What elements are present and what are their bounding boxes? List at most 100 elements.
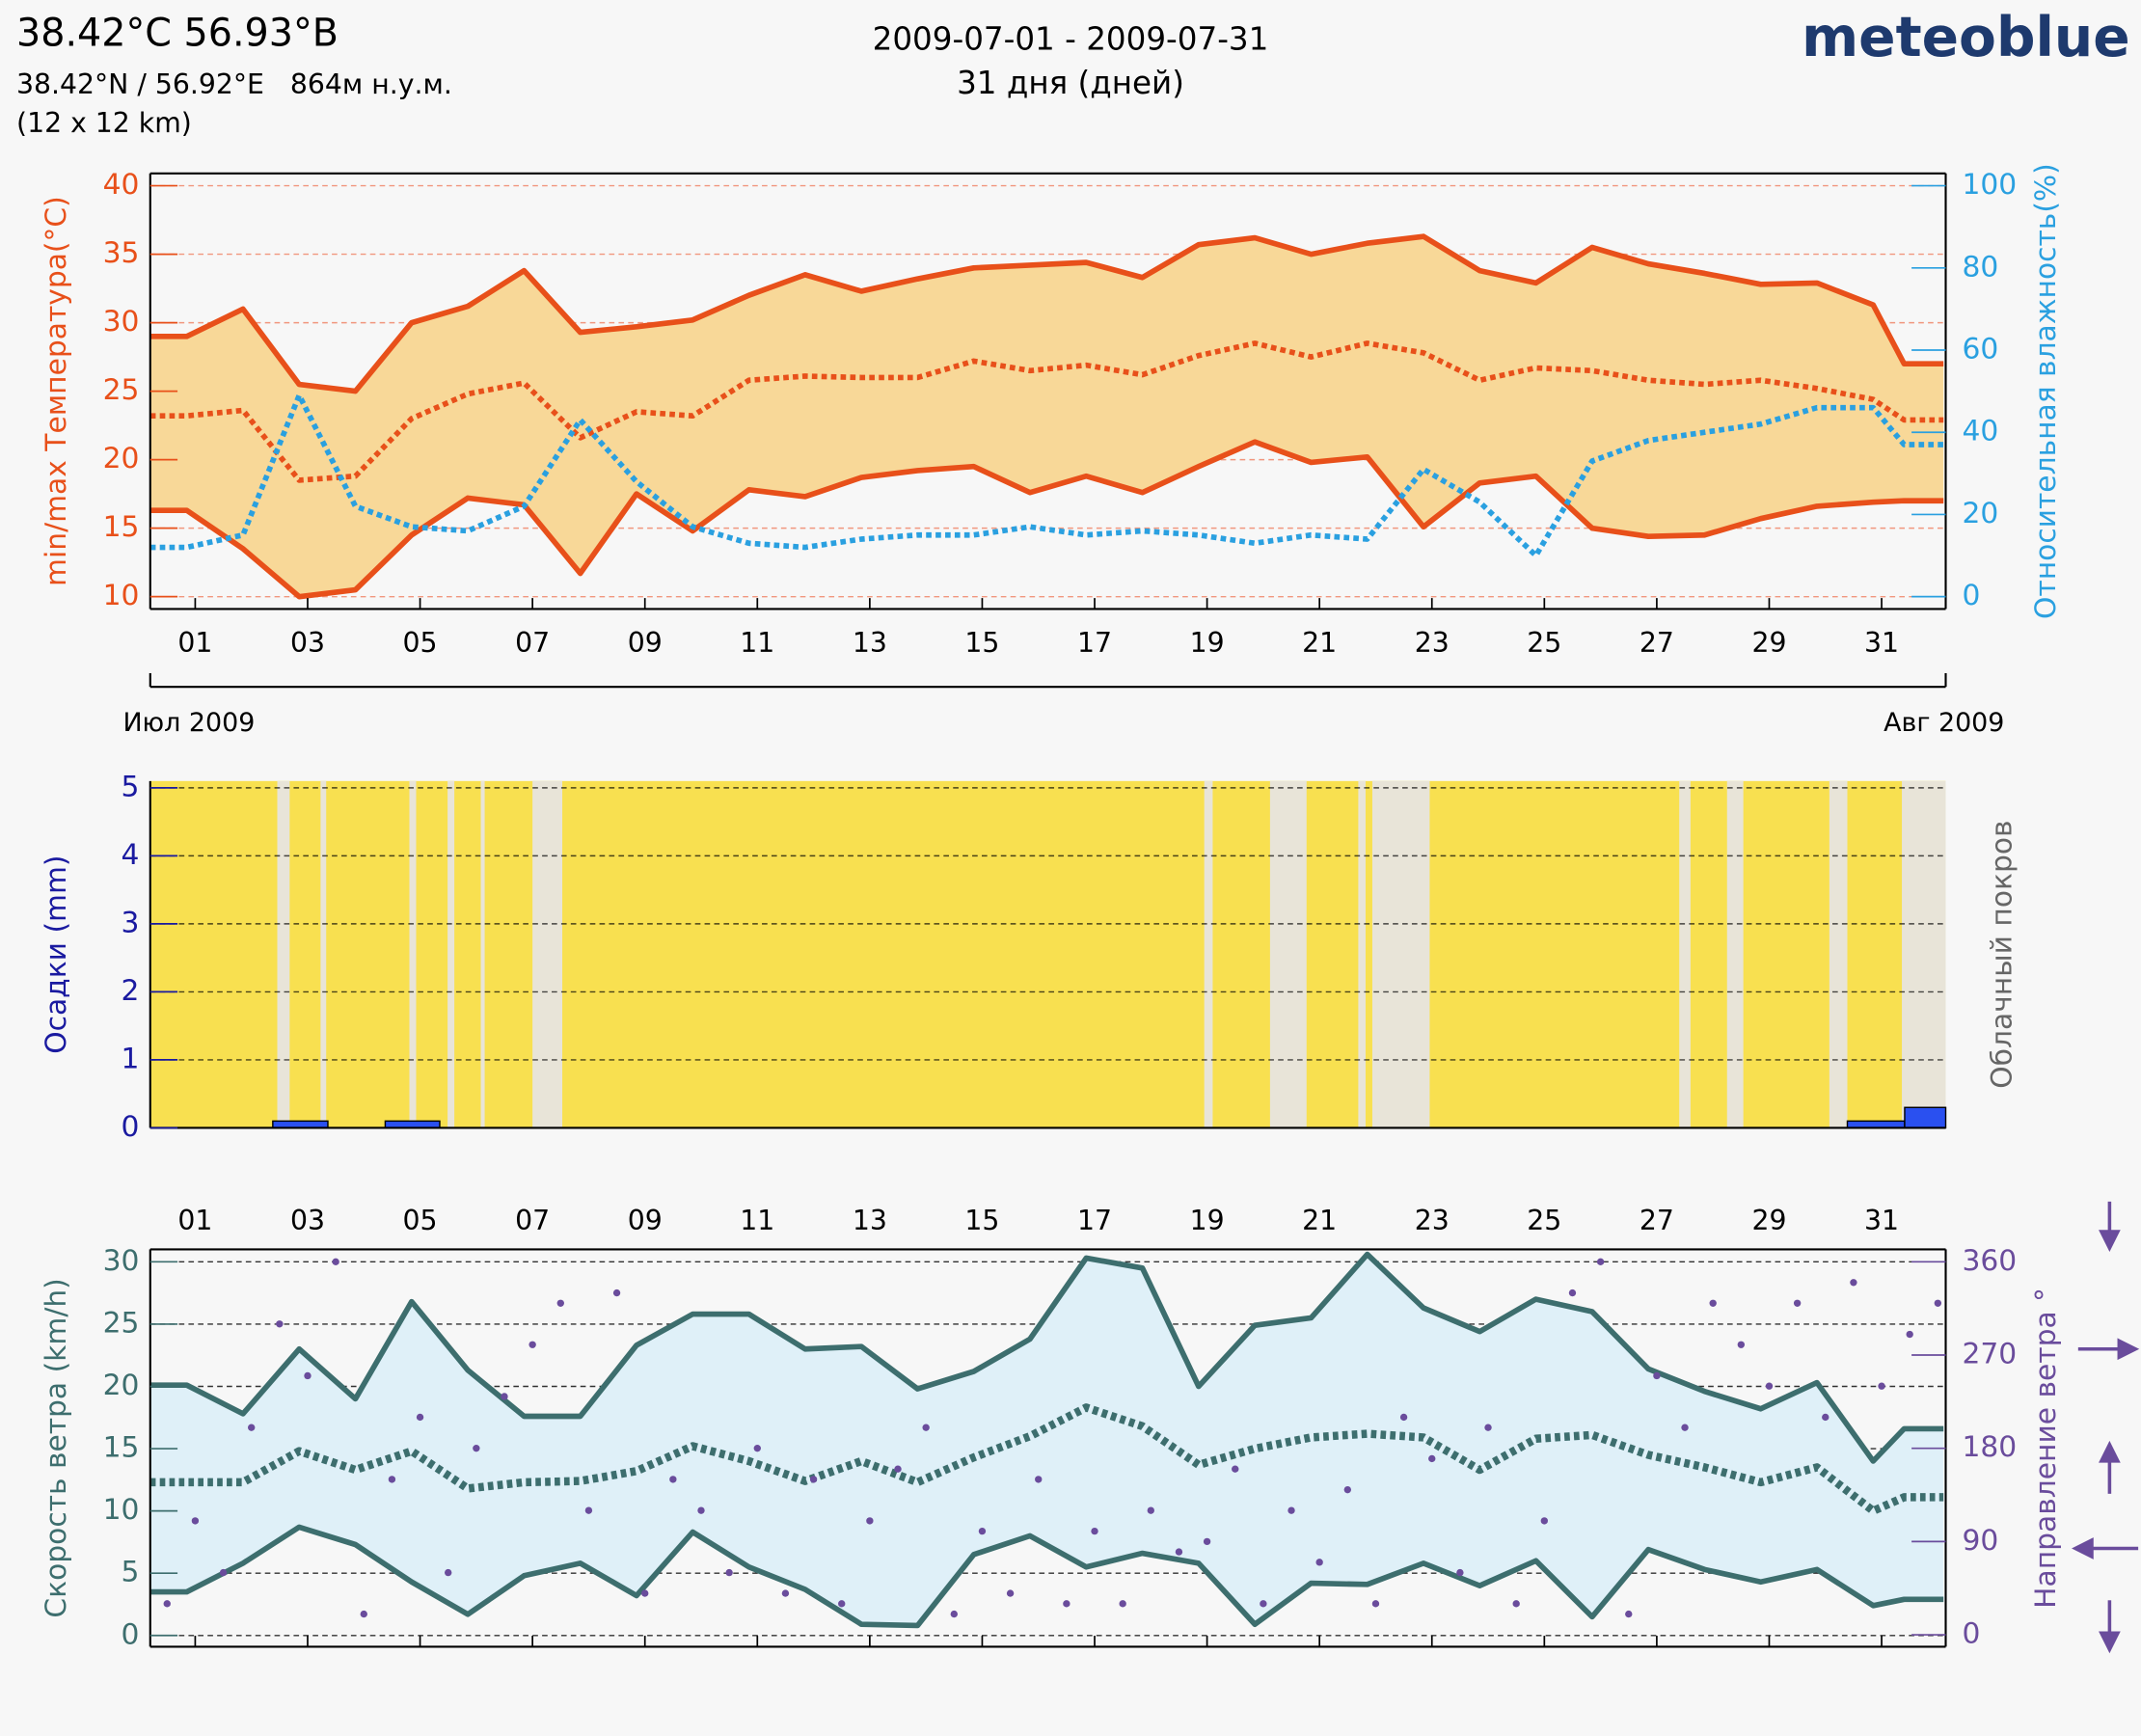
y2-tick-label: 270: [1962, 1337, 2017, 1370]
direction-point: [1006, 1589, 1015, 1597]
cloud-stripe: [1726, 780, 1744, 1128]
x-tick-label: 13: [853, 1205, 887, 1236]
x-tick-label: 11: [740, 1205, 774, 1236]
resolution: (12 x 12 km): [16, 107, 192, 139]
y-tick-label: 5: [122, 1556, 140, 1589]
direction-point: [612, 1288, 621, 1297]
x-tick-label: 25: [1527, 627, 1561, 659]
direction-point: [1540, 1517, 1549, 1525]
range-area: [149, 1254, 1944, 1626]
x-tick-label: 07: [515, 1205, 550, 1236]
y2-tick-label: 0: [1962, 1617, 1980, 1651]
direction-point: [669, 1476, 677, 1483]
direction-point: [1625, 1610, 1633, 1618]
x-tick-label: 13: [853, 627, 887, 659]
direction-point: [894, 1465, 902, 1473]
x-tick-label: 05: [403, 627, 438, 659]
direction-point: [1878, 1382, 1885, 1390]
direction-point: [641, 1589, 649, 1597]
direction-point: [304, 1371, 312, 1380]
x-tick-label: 23: [1415, 1205, 1450, 1236]
direction-point: [809, 1476, 818, 1483]
direction-point: [1147, 1506, 1154, 1514]
series-line: [149, 393, 1944, 558]
cloud-stripe: [1902, 780, 1946, 1128]
direction-point: [1315, 1559, 1323, 1566]
y-tick-label: 35: [103, 236, 140, 270]
direction-point: [332, 1258, 339, 1265]
direction-point: [191, 1517, 200, 1525]
direction-point: [556, 1299, 564, 1307]
y-axis-label: Осадки (mm): [40, 854, 73, 1053]
direction-point: [1456, 1568, 1464, 1577]
x-tick-label: 23: [1415, 627, 1450, 659]
y2-tick-label: 100: [1962, 168, 2017, 202]
direction-point: [1203, 1537, 1211, 1546]
days: 31 дня (дней): [957, 65, 1184, 101]
direction-point: [1035, 1476, 1043, 1483]
y-tick-label: 20: [103, 1369, 140, 1402]
x-tick-label: 31: [1864, 1205, 1899, 1236]
y-axis-label: Скорость ветра (km/h): [40, 1278, 73, 1617]
y-tick-label: 30: [103, 305, 140, 339]
x-tick-label: 19: [1190, 1205, 1225, 1236]
y2-axis-label: Направление ветра °: [2029, 1288, 2063, 1609]
direction-point: [1371, 1600, 1380, 1608]
month-label: Авг 2009: [1884, 708, 2004, 738]
series-line: [149, 439, 1944, 600]
direction-point: [388, 1476, 396, 1483]
series-line: [149, 1403, 1944, 1515]
x-tick-label: 15: [964, 627, 999, 659]
y-tick-label: 25: [103, 373, 140, 407]
direction-point: [163, 1600, 171, 1608]
direction-point: [1737, 1341, 1746, 1348]
direction-point: [697, 1506, 705, 1514]
y2-tick-label: 80: [1962, 250, 1998, 284]
y2-axis-label: Облачный покров: [1985, 820, 2019, 1088]
y-tick-label: 2: [122, 974, 140, 1008]
y-tick-label: 40: [103, 168, 140, 202]
x-tick-label: 09: [628, 1205, 663, 1236]
cloud-stripe: [277, 780, 290, 1128]
cloud-stripe: [1204, 780, 1213, 1128]
month-label: Июл 2009: [122, 708, 255, 738]
y-tick-label: 15: [103, 1431, 140, 1465]
direction-point: [950, 1610, 958, 1618]
x-tick-label: 01: [177, 1205, 212, 1236]
y2-axis-label: Относительная влажность(%): [2029, 163, 2063, 619]
series-line: [149, 233, 1944, 394]
direction-point: [1428, 1454, 1436, 1463]
series-line: [149, 1251, 1944, 1464]
direction-point: [219, 1568, 228, 1577]
x-tick-label: 21: [1302, 627, 1337, 659]
y-tick-label: 3: [122, 906, 140, 939]
cloud-stripe: [409, 780, 417, 1128]
direction-point: [1850, 1279, 1857, 1287]
x-tick-label: 11: [740, 627, 774, 659]
y2-tick-label: 60: [1962, 333, 1998, 366]
direction-point: [1681, 1424, 1689, 1431]
direction-point: [1906, 1330, 1913, 1339]
y-tick-label: 10: [103, 1493, 140, 1527]
y2-tick-label: 360: [1962, 1244, 2017, 1278]
direction-point: [276, 1320, 284, 1328]
cloud-stripe: [1269, 780, 1307, 1128]
x-tick-label: 03: [290, 627, 325, 659]
direction-point: [1343, 1485, 1351, 1494]
direction-point: [781, 1589, 790, 1597]
y-tick-label: 5: [122, 770, 140, 803]
y-tick-label: 15: [103, 510, 140, 544]
direction-point: [473, 1445, 480, 1452]
direction-point: [1709, 1299, 1717, 1307]
y2-tick-label: 180: [1962, 1430, 2017, 1464]
direction-point: [360, 1610, 367, 1618]
direction-point: [725, 1568, 733, 1577]
direction-point: [1934, 1299, 1942, 1307]
direction-point: [528, 1341, 536, 1348]
direction-point: [584, 1506, 593, 1514]
x-tick-label: 17: [1077, 1205, 1112, 1236]
direction-point: [1484, 1424, 1492, 1431]
cloud-stripe: [532, 780, 563, 1128]
cloud-stripe: [320, 780, 327, 1128]
direction-point: [1512, 1600, 1520, 1608]
